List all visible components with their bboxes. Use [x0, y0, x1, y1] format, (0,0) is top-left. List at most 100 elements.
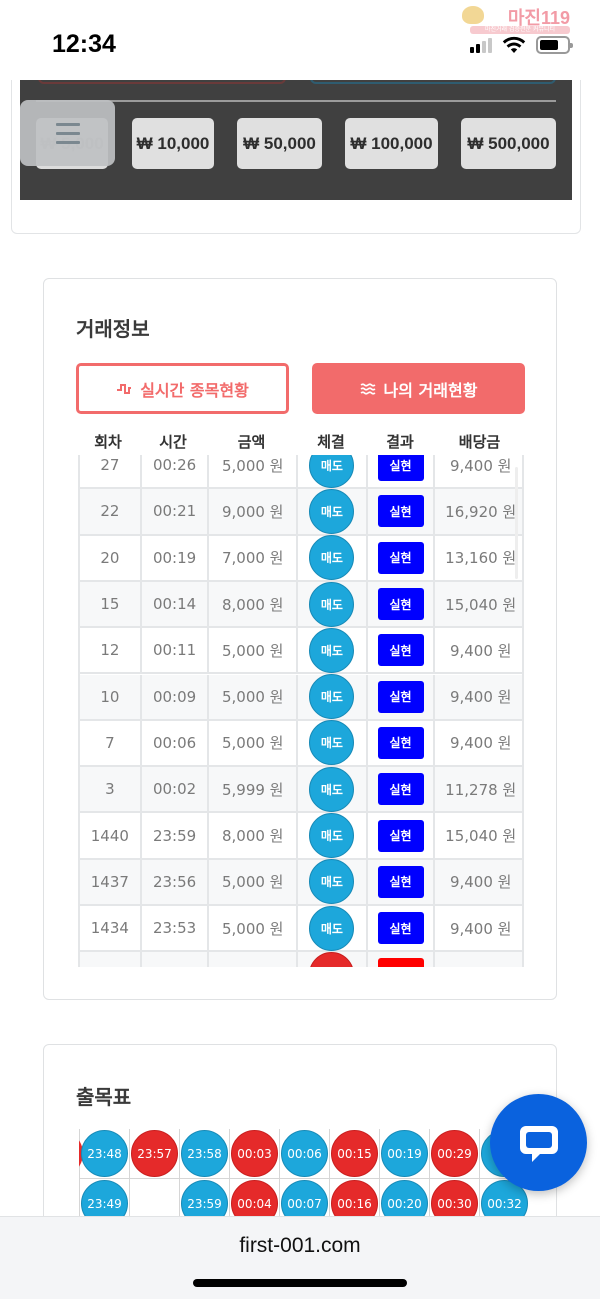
- cell-amount: 5,000 원: [209, 720, 299, 766]
- result-badge: 실현: [377, 773, 424, 806]
- cell-payout: 16,920 원: [445, 502, 517, 521]
- cell-amount: 5,000 원: [209, 455, 299, 488]
- table-row: 10 00:09 5,000 원 매도 실현 9,400 원: [80, 674, 522, 721]
- cell-execution: 매도: [298, 674, 368, 720]
- table-row: [80, 951, 522, 967]
- bead: 23:57: [131, 1130, 178, 1177]
- cell-amount: 8,000 원: [209, 581, 299, 627]
- trade-info-title: 거래정보: [76, 317, 150, 341]
- cell-result: 실현: [368, 906, 436, 951]
- trade-table-body[interactable]: 27 00:26 5,000 원 매도 실현 9,400 원 22 00:21 …: [78, 455, 524, 967]
- cell-amount: 8,000 원: [209, 813, 299, 858]
- cell-round: 3: [80, 767, 142, 812]
- chat-bubble-icon: [519, 1125, 558, 1162]
- amount-chip-10000[interactable]: ₩ 10,000: [132, 118, 214, 169]
- cell-round: 12: [80, 628, 142, 673]
- table-row: 1440 23:59 8,000 원 매도 실현 15,040 원: [80, 813, 522, 860]
- cell-result: 실현: [368, 489, 436, 534]
- cell-payout: 9,400 원: [449, 873, 512, 892]
- result-badge: 실현: [377, 588, 424, 621]
- sell-badge: 매도: [309, 905, 355, 951]
- cell-execution: 매도: [298, 535, 368, 581]
- cell-round: 1437: [80, 859, 142, 904]
- wifi-icon: [502, 36, 526, 53]
- cell-payout: 9,400 원: [449, 919, 512, 938]
- cell-time: 23:53: [142, 906, 210, 951]
- url-text[interactable]: first-001.com: [239, 1234, 361, 1257]
- watermark-subtitle: 마진거래 검증전문 커뮤니티: [470, 26, 570, 34]
- cell-round: 1440: [80, 813, 142, 858]
- col-time: 시간: [159, 433, 187, 451]
- cell-amount: 9,000 원: [209, 489, 299, 534]
- table-scrollbar[interactable]: [515, 467, 518, 579]
- cell-round: 1434: [80, 906, 142, 951]
- cell-time: 00:11: [142, 628, 210, 673]
- cell-payout: 9,400 원: [449, 688, 512, 707]
- sell-badge: 매도: [309, 813, 355, 859]
- sell-badge: 매도: [309, 581, 355, 627]
- bead: 00:19: [381, 1130, 428, 1177]
- waves-icon: [360, 382, 376, 395]
- cell-time: 23:56: [142, 859, 210, 904]
- watermark-title: 마진119: [507, 8, 570, 28]
- amount-chip-50000[interactable]: ₩ 50,000: [237, 118, 322, 169]
- cell-amount: 7,000 원: [209, 535, 299, 580]
- cell-result: 실현: [368, 674, 436, 719]
- cell-result: [368, 952, 436, 967]
- cell-payout: 9,400 원: [449, 641, 512, 660]
- cell-round: 10: [80, 674, 142, 719]
- my-trades-button[interactable]: 나의 거래현황: [312, 363, 525, 414]
- cell-payout: [435, 952, 522, 967]
- sell-badge: 매도: [309, 455, 355, 488]
- col-result: 결과: [386, 433, 414, 451]
- battery-icon: [536, 36, 573, 54]
- hamburger-icon: [55, 122, 80, 126]
- result-badge: 실현: [377, 634, 424, 667]
- table-row: 3 00:02 5,999 원 매도 실현 11,278 원: [80, 766, 522, 814]
- cell-time: 00:26: [142, 455, 210, 488]
- cell-execution: 매도: [298, 766, 368, 812]
- cell-round: 27: [80, 455, 142, 488]
- table-row: 7 00:06 5,000 원 매도 실현 9,400 원: [80, 720, 522, 768]
- cell-payout: 9,400 원: [449, 456, 512, 475]
- cell-amount: 5,000 원: [209, 674, 299, 719]
- cell-payout: 15,040 원: [445, 827, 517, 846]
- cell-time: 00:19: [142, 535, 210, 580]
- sell-badge: 매도: [309, 859, 355, 905]
- result-badge: 실현: [377, 495, 424, 528]
- table-row: 15 00:14 8,000 원 매도 실현 15,040 원: [80, 581, 522, 629]
- table-row: 1437 23:56 5,000 원 매도 실현 9,400 원: [80, 859, 522, 906]
- cell-execution: 매도: [298, 859, 368, 905]
- home-indicator[interactable]: [193, 1279, 407, 1287]
- sell-badge: 매도: [309, 674, 355, 720]
- cell-execution: 매도: [298, 581, 368, 627]
- cell-amount: 5,000 원: [209, 859, 299, 904]
- cell-execution: 매도: [298, 813, 368, 859]
- col-amount: 금액: [237, 433, 266, 451]
- cell-amount: [209, 952, 299, 967]
- live-chat-button[interactable]: [490, 1094, 587, 1191]
- bead: 23:48: [81, 1130, 128, 1177]
- browser-address-bar[interactable]: first-001.com: [0, 1216, 600, 1299]
- status-icons: [470, 36, 573, 54]
- bead-row-top: 23:48 23:57 23:58 00:03 00:06 00:15 00:1…: [79, 1129, 539, 1179]
- watermark-logo: 마진119 마진거래 검증전문 커뮤니티: [460, 4, 570, 36]
- sell-badge: 매도: [309, 488, 355, 534]
- cell-time: 00:14: [142, 581, 210, 627]
- cell-amount: 5,000 원: [209, 906, 299, 951]
- realtime-status-button[interactable]: 실시간 종목현황: [76, 363, 289, 414]
- amount-chip-100000[interactable]: ₩ 100,000: [345, 118, 438, 169]
- bead-chart-card: 출목표 23:48 23:57 23:58 00:03 00:06 00:15 …: [43, 1044, 557, 1244]
- cell-result: 실현: [368, 581, 436, 627]
- amount-chip-500000[interactable]: ₩ 500,000: [461, 118, 556, 169]
- table-row: 22 00:21 9,000 원 매도 실현 16,920 원: [80, 488, 522, 536]
- sell-badge: 매도: [309, 766, 355, 812]
- sell-badge: 매도: [309, 720, 355, 766]
- buy-badge: [309, 951, 355, 967]
- menu-button[interactable]: [20, 100, 115, 166]
- trade-info-card: 거래정보 실시간 종목현황 나의 거래현황 회차 시간 금액 체결 결과 배당금…: [43, 278, 557, 1000]
- status-time: 12:34: [52, 30, 116, 58]
- cell-time: [142, 952, 210, 967]
- cell-execution: [298, 951, 368, 967]
- result-badge: 실현: [377, 680, 424, 713]
